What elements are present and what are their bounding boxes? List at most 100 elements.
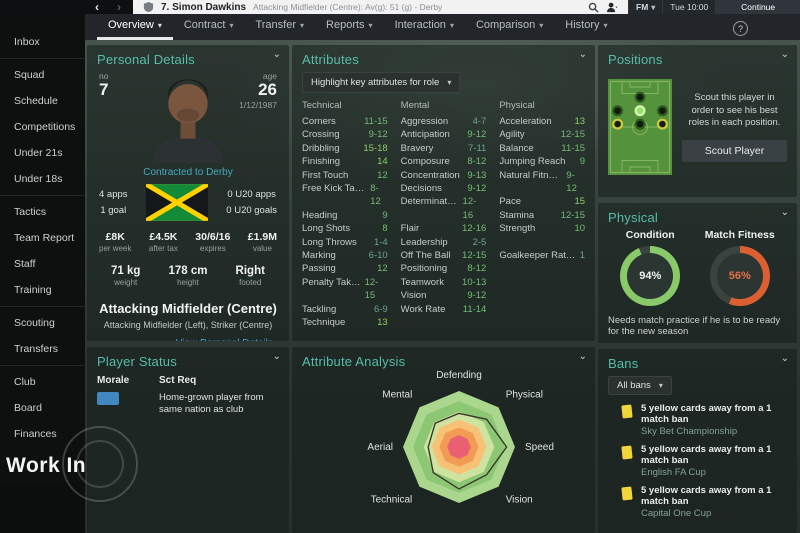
- sidebar-group: Squad Schedule Competitions Under 21s Under …: [0, 58, 85, 195]
- attribute-value: 13: [377, 317, 388, 329]
- attribute-column-technical: Technical Corners 11-15 Crossing 9-12 Dribbli…: [302, 100, 388, 330]
- panel-collapse-icon[interactable]: ⌄: [780, 353, 789, 364]
- back-arrow-icon[interactable]: ‹: [95, 0, 99, 14]
- contracted-to-club[interactable]: Contracted to Derby: [143, 167, 233, 178]
- continue-button[interactable]: Continue: [715, 0, 800, 14]
- tab-label: Interaction: [394, 19, 446, 31]
- sidebar-item-finances[interactable]: Finances: [14, 428, 57, 440]
- ban-text: 5 yellow cards away from a 1 match ban Sk…: [641, 403, 787, 437]
- panel-collapse-icon[interactable]: ⌄: [272, 49, 281, 60]
- attribute-row: Positioning 8-12: [401, 262, 487, 275]
- sidebar-item-club[interactable]: Club: [14, 376, 36, 388]
- u20-goals: 0 U20 goals: [226, 204, 277, 216]
- panel-collapse-icon[interactable]: ⌄: [780, 207, 789, 218]
- scout-player-button[interactable]: Scout Player: [682, 140, 787, 163]
- sidebar-item-squad[interactable]: Squad: [14, 69, 45, 81]
- attribute-label: Anticipation: [400, 129, 450, 141]
- sidebar-item-training[interactable]: Training: [14, 284, 52, 296]
- tab-interaction[interactable]: Interaction ▾: [384, 19, 465, 40]
- sidebar-item-tactics[interactable]: Tactics: [14, 206, 47, 218]
- panel-title: Personal Details: [97, 52, 195, 67]
- column-middle: Attributes ⌄ Highlight key attributes fo…: [292, 45, 595, 533]
- contract-facts: £8K per week £4.5K after tax 30/6/16 exp…: [97, 231, 279, 253]
- panel-collapse-icon[interactable]: ⌄: [578, 49, 587, 60]
- chevron-down-icon: ▾: [157, 20, 162, 30]
- goals: 1 goal: [100, 204, 127, 216]
- other-positions: Attacking Midfielder (Left), Striker (Ce…: [103, 320, 273, 330]
- attribute-value: 13: [574, 116, 586, 127]
- attribute-value: 15: [574, 196, 586, 208]
- attribute-value: 9: [382, 209, 388, 221]
- sidebar-item-under-18s[interactable]: Under 18s: [14, 173, 63, 185]
- tab-contract[interactable]: Contract ▾: [173, 19, 245, 40]
- fm-menu[interactable]: FM ▾: [628, 0, 662, 14]
- radar-axis-label: Speed: [525, 442, 554, 453]
- attribute-value: 10: [574, 223, 586, 235]
- chevron-down-icon: ▾: [368, 20, 373, 30]
- ban-item: 5 yellow cards away from a 1 match ban Sk…: [608, 403, 787, 437]
- condition-gauge: 94%: [620, 246, 681, 306]
- highlight-role-dropdown[interactable]: Highlight key attributes for role ▾: [302, 72, 461, 93]
- title-bar: ‹ › 7. Simon Dawkins Attacking Midfielde…: [0, 0, 800, 14]
- forward-arrow-icon[interactable]: ›: [117, 0, 121, 14]
- match-fitness-value: 56%: [716, 253, 763, 299]
- attribute-label: Work Rate: [400, 303, 446, 315]
- tab-transfer[interactable]: Transfer ▾: [244, 19, 315, 40]
- attribute-value: 10-13: [462, 276, 487, 288]
- tab-reports[interactable]: Reports ▾: [315, 19, 384, 40]
- panel-collapse-icon[interactable]: ⌄: [578, 351, 587, 362]
- attribute-row: Flair 12-16: [401, 222, 487, 235]
- tab-bar: Overview ▾ Contract ▾ Transfer ▾ Reports ▾ Inter…: [85, 14, 800, 40]
- sidebar-item-under-21s[interactable]: Under 21s: [14, 147, 63, 159]
- height-label: height: [177, 278, 199, 287]
- attribute-analysis-panel: Attribute Analysis ⌄ Defending Physical Sp…: [292, 347, 595, 533]
- attribute-label: Penalty Taking: [302, 276, 361, 288]
- sidebar-item-scouting[interactable]: Scouting: [14, 317, 55, 329]
- attribute-label: Leadership: [400, 236, 448, 248]
- attribute-label: Jumping Reach: [499, 156, 566, 168]
- attribute-value: 12: [377, 263, 388, 275]
- attribute-row: Acceleration 13: [499, 115, 585, 128]
- tab-overview[interactable]: Overview ▾: [97, 19, 173, 40]
- sidebar-item-schedule[interactable]: Schedule: [14, 95, 58, 107]
- attribute-label: Long Shots: [302, 223, 351, 235]
- manager-profile-icon[interactable]: [606, 2, 618, 13]
- attribute-label: Acceleration: [499, 116, 552, 127]
- sidebar-item-staff[interactable]: Staff: [14, 258, 36, 270]
- tab-history[interactable]: History ▾: [554, 19, 618, 40]
- bans-filter-dropdown[interactable]: All bans ▾: [608, 376, 672, 395]
- attribute-value: 6-9: [373, 303, 388, 315]
- panel-title: Positions: [608, 52, 663, 67]
- chevron-right-icon: ›: [276, 338, 279, 341]
- status-row: Morale Sct Req Home-grown player from sa…: [97, 375, 279, 417]
- fm-label: FM: [636, 2, 649, 12]
- panel-title: Player Status: [97, 354, 177, 369]
- preferred-foot-label: footed: [239, 278, 262, 287]
- attribute-row: Composure 8-12: [401, 155, 487, 168]
- senior-record: 4 apps 1 goal: [99, 187, 128, 219]
- search-icon[interactable]: [588, 2, 599, 13]
- yellow-card-icon: [621, 486, 633, 501]
- attribute-label: Stamina: [499, 209, 535, 221]
- position-marker-dark: [612, 105, 624, 117]
- history-nav: ‹ ›: [0, 0, 133, 14]
- sidebar-item-transfers[interactable]: Transfers: [14, 343, 58, 355]
- sidebar-item-team-report[interactable]: Team Report: [14, 232, 75, 244]
- contract-expiry-value: 30/6/16: [195, 231, 231, 243]
- u20-record: 0 U20 apps 0 U20 goals: [226, 187, 277, 219]
- chevron-down-icon: ▾: [603, 20, 608, 30]
- sidebar-item-inbox[interactable]: Inbox: [14, 36, 40, 48]
- panel-collapse-icon[interactable]: ⌄: [272, 351, 281, 362]
- attribute-value: 6-10: [368, 250, 388, 262]
- ban-competition: English FA Cup: [641, 467, 706, 478]
- tab-comparison[interactable]: Comparison ▾: [465, 19, 554, 40]
- help-icon[interactable]: ?: [733, 21, 748, 36]
- sidebar-item-board[interactable]: Board: [14, 402, 43, 414]
- sidebar-item-competitions[interactable]: Competitions: [14, 121, 76, 133]
- panel-collapse-icon[interactable]: ⌄: [780, 49, 789, 60]
- attribute-label: Marking: [302, 250, 336, 262]
- match-fitness-block: Match Fitness 56%: [705, 229, 775, 306]
- view-personal-details-link[interactable]: View Personal Details ›: [97, 338, 279, 341]
- attribute-row: Jumping Reach 9: [499, 155, 585, 168]
- position-marker-dark: [634, 118, 646, 130]
